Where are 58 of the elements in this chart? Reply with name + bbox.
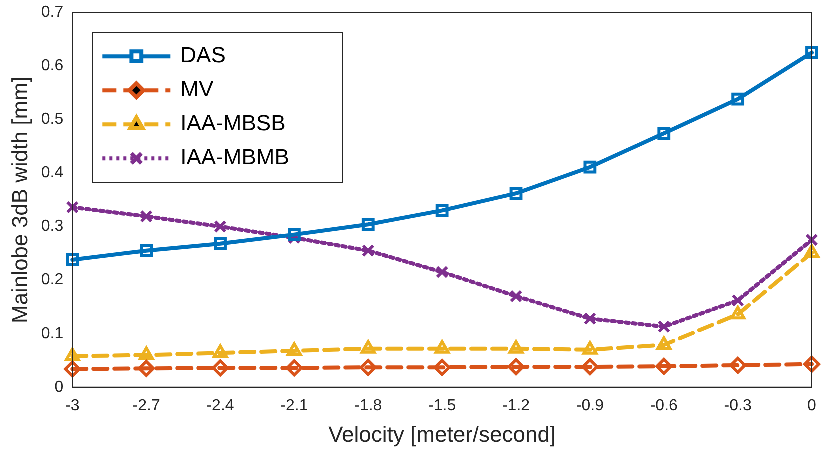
point bbox=[362, 218, 375, 232]
point bbox=[360, 359, 377, 376]
x-tick-label: -0.3 bbox=[724, 397, 752, 414]
point bbox=[584, 160, 597, 174]
point bbox=[434, 359, 451, 376]
x-axis-title: Velocity [meter/second] bbox=[328, 422, 556, 447]
x-tick-label: 0 bbox=[808, 397, 817, 414]
point bbox=[806, 234, 818, 247]
point bbox=[138, 360, 156, 378]
y-tick-label: 0.5 bbox=[41, 111, 64, 128]
point bbox=[510, 290, 523, 303]
legend-label: IAA-MBMB bbox=[180, 144, 290, 170]
point bbox=[214, 220, 227, 234]
x-tick-label: -1.2 bbox=[502, 397, 530, 414]
y-tick-label: 0.3 bbox=[41, 218, 64, 236]
y-tick-label: 0.1 bbox=[41, 325, 64, 342]
y-tick-label: 0.4 bbox=[41, 164, 64, 182]
point bbox=[804, 356, 820, 373]
point bbox=[508, 358, 525, 376]
point bbox=[214, 237, 227, 250]
x-tick-label: -0.9 bbox=[576, 397, 604, 414]
point bbox=[212, 360, 230, 377]
point bbox=[436, 266, 449, 279]
point bbox=[66, 254, 80, 266]
point bbox=[732, 294, 745, 308]
point bbox=[140, 210, 154, 224]
y-tick-label: 0.2 bbox=[41, 272, 64, 289]
y-tick-label: 0 bbox=[54, 378, 64, 396]
point bbox=[582, 358, 599, 376]
point bbox=[436, 204, 449, 218]
point bbox=[658, 127, 671, 140]
legend-label: MV bbox=[180, 76, 214, 102]
point bbox=[730, 356, 747, 374]
y-axis-title: Mainlobe 3dB width [mm] bbox=[7, 76, 32, 324]
point bbox=[658, 320, 671, 334]
point bbox=[66, 201, 80, 214]
x-tick-label: -1.5 bbox=[428, 397, 456, 414]
point bbox=[510, 187, 523, 200]
point bbox=[732, 92, 745, 106]
legend-label: DAS bbox=[180, 42, 226, 68]
x-tick-label: -0.6 bbox=[650, 397, 678, 414]
point bbox=[806, 46, 818, 60]
point bbox=[656, 358, 673, 376]
y-tick-label: 0.6 bbox=[41, 58, 64, 75]
x-tick-label: -3 bbox=[66, 397, 80, 414]
point bbox=[64, 360, 82, 378]
legend-label: IAA-MBSB bbox=[180, 110, 286, 136]
x-tick-label: -1.8 bbox=[354, 397, 382, 414]
y-tick-label: 0.7 bbox=[41, 4, 64, 22]
point bbox=[584, 312, 597, 326]
x-tick-label: -2.7 bbox=[132, 397, 160, 414]
point bbox=[288, 228, 301, 242]
x-tick-label: -2.4 bbox=[206, 397, 234, 414]
point bbox=[362, 244, 375, 258]
point bbox=[804, 244, 820, 258]
x-tick-label: -2.1 bbox=[280, 397, 308, 414]
point bbox=[140, 244, 154, 258]
point bbox=[286, 360, 303, 377]
